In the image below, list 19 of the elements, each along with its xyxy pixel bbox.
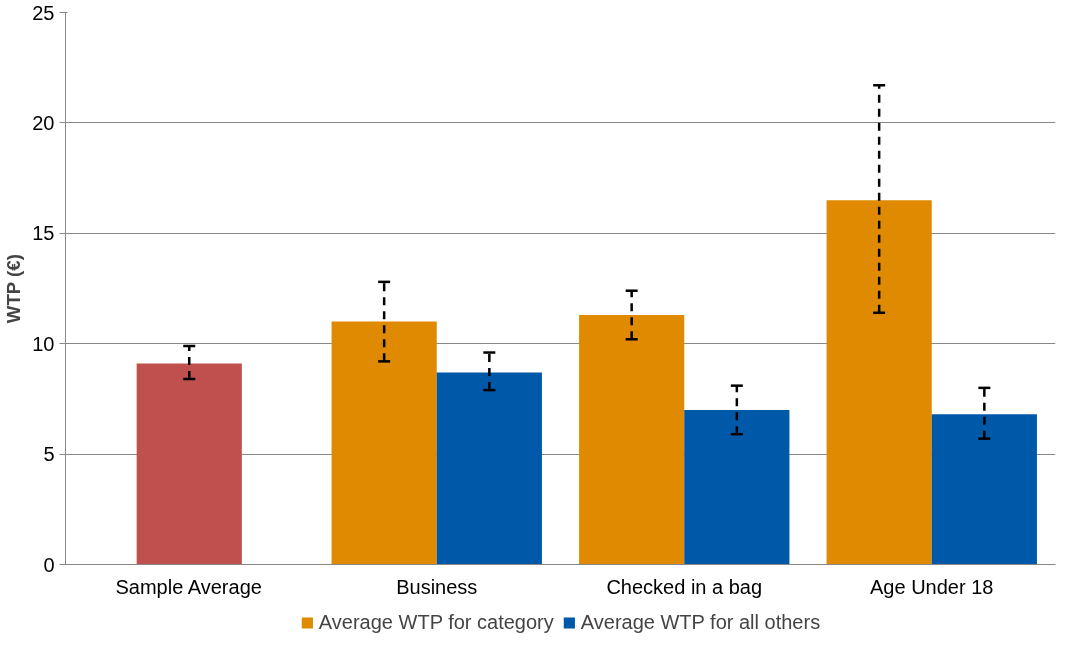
- x-tick-label: Sample Average: [115, 575, 262, 598]
- y-tick-label: 10: [32, 332, 55, 355]
- bar: [331, 321, 437, 565]
- bar: [684, 409, 790, 565]
- legend-label: Average WTP for category: [318, 610, 554, 634]
- y-tick-label: 15: [32, 222, 55, 245]
- bar: [436, 372, 542, 565]
- legend-label: Average WTP for all others: [580, 610, 821, 634]
- x-tick-label: Checked in a bag: [606, 575, 763, 598]
- bar: [579, 315, 685, 565]
- bar: [931, 414, 1037, 565]
- y-tick-label: 20: [32, 111, 55, 134]
- y-tick-label: 25: [32, 1, 55, 24]
- x-tick-label: Business: [396, 575, 478, 598]
- y-tick-label: 5: [43, 443, 55, 466]
- x-tick-label: Age Under 18: [870, 575, 994, 598]
- y-axis-title: WTP (€): [3, 254, 25, 324]
- y-tick-label: 0: [43, 553, 55, 576]
- bar: [826, 200, 932, 565]
